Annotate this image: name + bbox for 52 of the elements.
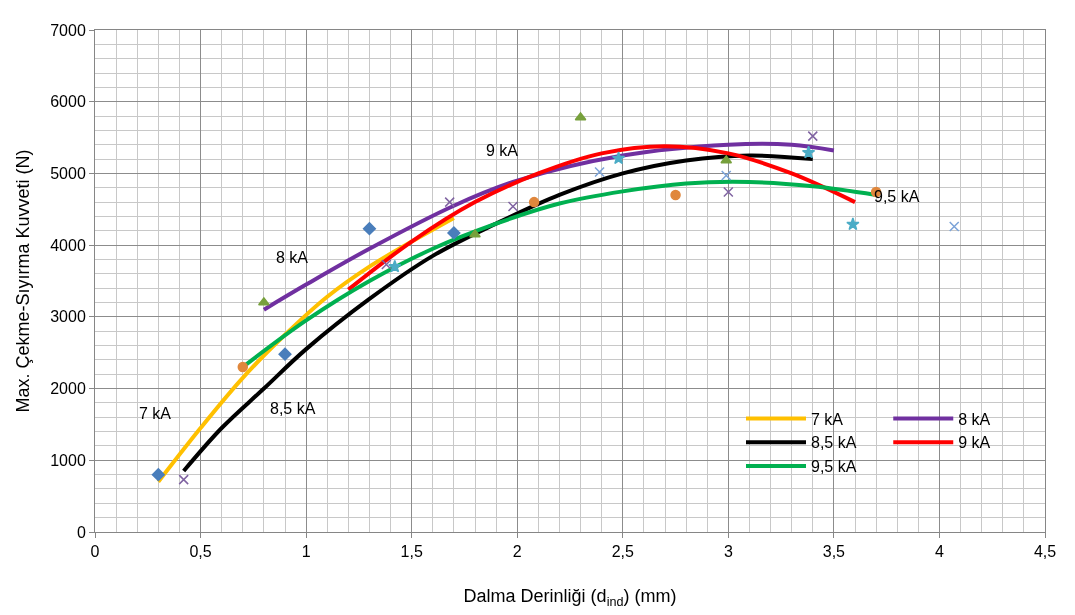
- x-axis-title: Dalma Derinliği (d$_{ind}$) (mm): [463, 586, 677, 610]
- x-tick-label: 1,5: [400, 543, 423, 561]
- y-tick-label: 3000: [50, 308, 86, 326]
- point: [469, 229, 481, 238]
- y-tick-label: 7000: [50, 21, 86, 39]
- point: [948, 221, 960, 232]
- x-tick-label: 1: [301, 543, 311, 561]
- y-tick-label: 6000: [50, 93, 86, 111]
- annotation: 7 kA: [139, 405, 172, 422]
- annotation: 9 kA: [486, 142, 519, 159]
- y-tick-label: 4000: [50, 236, 86, 254]
- x-tick-label: 0: [90, 543, 100, 561]
- point: [528, 196, 540, 208]
- point: [381, 259, 392, 270]
- point: [846, 217, 860, 231]
- x-tick-label: 4: [934, 543, 944, 561]
- annotation: 8,5 kA: [270, 400, 316, 417]
- x-tick-label: 3,5: [822, 543, 846, 561]
- point: [388, 259, 402, 273]
- point: [720, 170, 732, 181]
- legend-label: 7 kA: [811, 410, 844, 428]
- point: [723, 186, 734, 198]
- point: [801, 145, 816, 159]
- legend-label: 9,5 kA: [811, 458, 857, 476]
- point: [178, 474, 189, 485]
- x-tick-label: 4,5: [1033, 543, 1057, 561]
- x-tick-label: 2: [512, 543, 522, 561]
- y-tick-label: 0: [76, 523, 86, 541]
- y-axis-title: Max. Çekme-Sıyırma Kuvveti (N): [13, 149, 34, 413]
- point: [278, 347, 292, 361]
- y-tick-label: 2000: [50, 380, 86, 398]
- point: [507, 201, 519, 212]
- x-tick-label: 3: [723, 543, 733, 561]
- x-tick-label: 2,5: [611, 543, 634, 561]
- line-series: [346, 144, 857, 292]
- legend-label: 9 kA: [958, 434, 991, 452]
- point: [444, 196, 455, 208]
- annotation: 8 kA: [276, 249, 309, 266]
- point: [151, 468, 165, 482]
- point: [362, 222, 377, 236]
- x-tick-label: 0,5: [189, 543, 212, 561]
- y-tick-label: 5000: [50, 165, 86, 183]
- legend-label: 8 kA: [958, 410, 991, 428]
- y-tick-label: 1000: [50, 451, 86, 469]
- point: [670, 189, 681, 201]
- point: [237, 361, 249, 373]
- point: [807, 130, 819, 142]
- point: [594, 166, 605, 178]
- legend-label: 8,5 kA: [811, 434, 857, 452]
- point: [447, 226, 461, 240]
- annotation: 9,5 kA: [874, 188, 920, 205]
- point: [611, 151, 626, 165]
